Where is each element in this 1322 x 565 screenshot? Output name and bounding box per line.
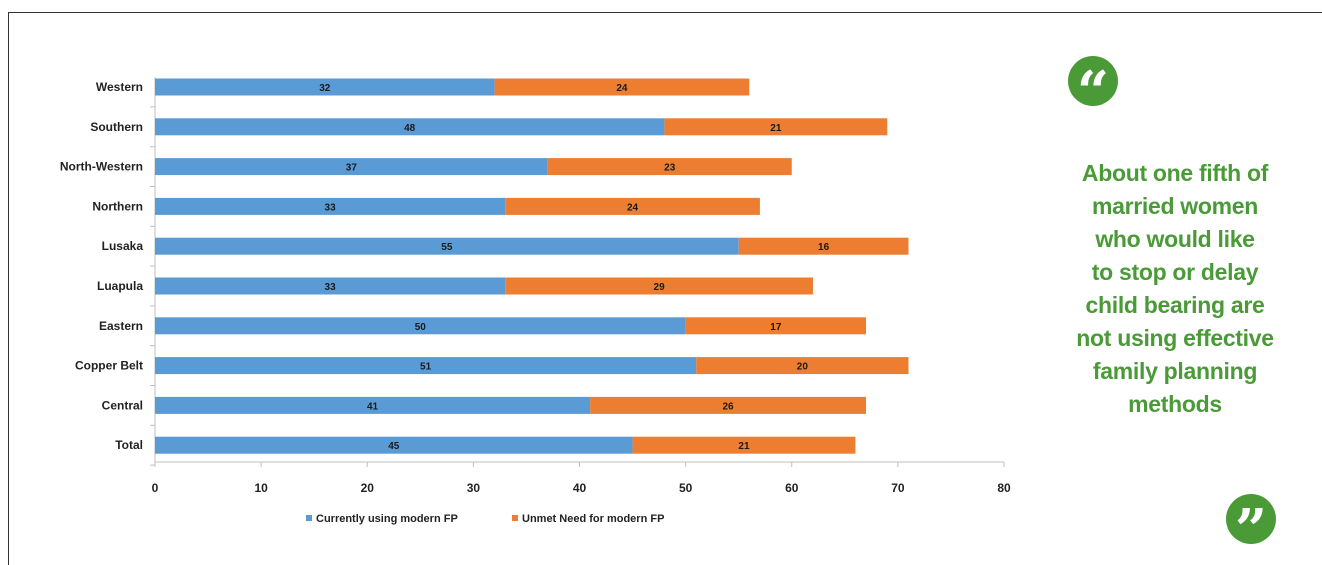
bar-segment <box>155 118 665 136</box>
quote-line: who would like <box>1095 226 1255 252</box>
bar-value-label: 37 <box>346 163 358 174</box>
bar-segment <box>505 197 760 215</box>
legend-label: Currently using modern FP <box>316 513 458 525</box>
bar-segment <box>590 396 867 414</box>
category-label: Eastern <box>99 319 143 333</box>
bar-value-label: 33 <box>325 202 337 213</box>
bar-segment <box>494 78 750 96</box>
bar-value-label: 33 <box>325 282 337 293</box>
x-tick-label: 0 <box>152 481 159 495</box>
legend-swatch <box>512 515 518 521</box>
bar-value-label: 23 <box>664 163 676 174</box>
legend-swatch <box>306 515 312 521</box>
bar-value-label: 20 <box>797 362 809 373</box>
bar-segment <box>155 197 506 215</box>
bar-value-label: 51 <box>420 362 432 373</box>
quote-line: child bearing are <box>1085 292 1265 318</box>
frame-left-border <box>8 12 9 565</box>
x-tick-label: 60 <box>785 481 799 495</box>
bar-value-label: 16 <box>818 242 830 253</box>
bar-value-label: 55 <box>441 242 453 253</box>
bar-segment <box>685 317 867 335</box>
x-tick-label: 80 <box>997 481 1011 495</box>
x-tick-label: 30 <box>467 481 481 495</box>
category-label: Western <box>96 80 143 94</box>
category-label: Copper Belt <box>75 359 143 373</box>
open-quote-icon: “ <box>1068 56 1118 120</box>
x-tick-label: 20 <box>361 481 375 495</box>
category-label: North-Western <box>60 160 143 174</box>
quote-line: About one fifth of <box>1081 160 1269 186</box>
stacked-bar-chart: 0 10 20 30 40 50 60 70 80 Western 32 24 Southern 48 21… <box>60 77 1011 525</box>
category-label: Southern <box>90 120 143 134</box>
category-label: Luapula <box>97 279 143 293</box>
bar-value-label: 24 <box>627 202 639 213</box>
bar-value-label: 21 <box>770 123 782 134</box>
bar-value-label: 24 <box>616 83 628 94</box>
bar-segment <box>155 277 506 295</box>
quote-line: not using effective <box>1076 325 1274 351</box>
bar-value-label: 41 <box>367 401 379 412</box>
bar-segment <box>632 436 856 454</box>
category-label: Total <box>115 438 143 452</box>
bar-value-label: 21 <box>738 441 750 452</box>
bar-segment <box>696 357 909 375</box>
bar-value-label: 45 <box>388 441 400 452</box>
bar-segment <box>155 317 686 335</box>
bar-segment <box>155 158 548 176</box>
category-label: Central <box>102 398 143 412</box>
bar-value-label: 29 <box>654 282 666 293</box>
x-tick-label: 50 <box>679 481 693 495</box>
quote-line: to stop or delay <box>1091 259 1259 285</box>
bar-value-label: 32 <box>319 83 331 94</box>
quote-line: family planning <box>1092 358 1258 384</box>
bar-segment <box>155 436 633 454</box>
frame-top-border <box>8 12 1322 13</box>
category-label: Lusaka <box>102 239 144 253</box>
quote-text: About one fifth of married women who would… <box>1040 157 1310 421</box>
bar-segment <box>505 277 813 295</box>
bar-segment <box>738 237 909 255</box>
x-tick-label: 10 <box>254 481 268 495</box>
x-tick-label: 40 <box>573 481 587 495</box>
x-tick-label: 70 <box>891 481 905 495</box>
quote-line: methods <box>1128 391 1222 417</box>
bar-segment <box>547 158 792 176</box>
quote-line: married women <box>1091 193 1259 219</box>
bar-segment <box>155 396 591 414</box>
category-label: Northern <box>92 199 143 213</box>
legend-label: Unmet Need for modern FP <box>522 513 664 525</box>
close-quote-icon: ” <box>1226 494 1276 558</box>
bar-segment <box>155 78 495 96</box>
bar-value-label: 50 <box>415 322 427 333</box>
bar-value-label: 17 <box>770 322 782 333</box>
quote-panel: “ About one fifth of married women who wou… <box>1040 52 1310 558</box>
bar-value-label: 48 <box>404 123 416 134</box>
bar-segment <box>155 357 697 375</box>
bar-value-label: 26 <box>723 401 735 412</box>
bar-segment <box>664 118 888 136</box>
bar-segment <box>155 237 739 255</box>
